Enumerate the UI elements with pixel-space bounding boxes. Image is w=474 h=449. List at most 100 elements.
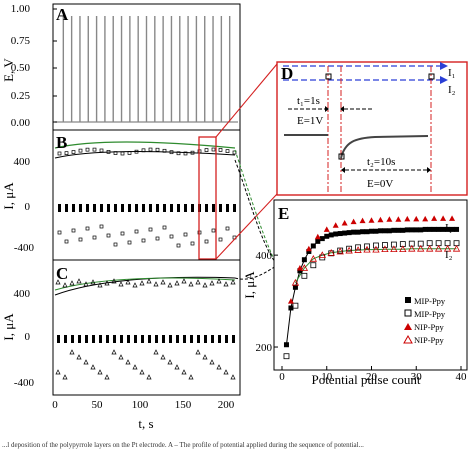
e-point xyxy=(310,262,317,269)
b-marker xyxy=(99,148,104,153)
panel-d-t1-label: t₁=1s xyxy=(297,95,320,107)
x-tick: 200 xyxy=(218,399,235,411)
b-marker xyxy=(204,239,209,244)
c-marker xyxy=(57,335,60,343)
c-marker xyxy=(216,364,222,370)
c-marker xyxy=(132,282,138,288)
e-point xyxy=(409,227,415,233)
e-point xyxy=(386,228,392,234)
b-marker xyxy=(149,204,152,212)
e-point xyxy=(354,246,362,253)
b-marker xyxy=(113,151,118,155)
b-marker xyxy=(162,148,167,153)
e-point xyxy=(399,245,407,253)
c-marker xyxy=(99,335,102,343)
panel-a-letter: A xyxy=(56,5,69,24)
panel-d-frame xyxy=(276,61,468,196)
legend-entry: MIP-Ppy xyxy=(414,296,446,306)
b-marker xyxy=(204,148,209,152)
c-marker xyxy=(209,280,215,286)
e-point xyxy=(364,229,370,235)
b-marker xyxy=(219,204,222,212)
c-marker xyxy=(132,364,138,370)
c-marker xyxy=(218,335,221,343)
panel-a-ytick: 0.25 xyxy=(11,90,31,102)
e-point xyxy=(283,342,289,348)
c-marker xyxy=(83,281,89,287)
b-marker xyxy=(85,147,90,152)
b-marker xyxy=(225,149,230,153)
e-point xyxy=(296,265,303,271)
e-point xyxy=(404,227,410,233)
e-point xyxy=(400,227,406,233)
c-marker xyxy=(230,279,236,285)
b-marker xyxy=(120,231,125,236)
b-marker xyxy=(92,147,97,152)
c-marker xyxy=(64,335,67,343)
c-marker xyxy=(176,335,179,343)
panel-c-ytick: 400 xyxy=(14,288,31,300)
e-point xyxy=(350,218,357,225)
c-marker xyxy=(104,280,110,286)
c-marker xyxy=(202,282,208,288)
panel-b-zoom-box xyxy=(198,136,217,260)
c-marker xyxy=(62,282,68,288)
b-marker xyxy=(148,227,153,232)
c-marker xyxy=(111,278,117,284)
c-marker xyxy=(106,335,109,343)
b-marker xyxy=(155,147,160,152)
e-point xyxy=(323,226,330,232)
c-marker xyxy=(223,369,229,375)
e-point xyxy=(359,217,366,224)
c-marker xyxy=(211,335,214,343)
panel-d-e0-label: E=0V xyxy=(367,178,393,190)
e-point xyxy=(449,226,455,232)
c-marker xyxy=(141,335,144,343)
panel-e-markers xyxy=(283,215,461,360)
e-point xyxy=(319,236,325,242)
b-marker xyxy=(226,204,229,212)
b-marker xyxy=(141,238,146,243)
e-point xyxy=(422,226,428,232)
e-point xyxy=(449,215,456,221)
b-marker xyxy=(225,226,230,231)
c-marker xyxy=(146,374,152,380)
c-marker xyxy=(195,349,201,355)
panel-d-letter: D xyxy=(281,64,293,83)
x-tick: 100 xyxy=(132,399,149,411)
b-marker xyxy=(163,204,166,212)
c-marker xyxy=(139,369,145,375)
e-point xyxy=(386,216,393,222)
legend-entry: NIP-Ppy xyxy=(414,322,445,332)
b-marker xyxy=(176,151,181,156)
panel-a-ytick: 0.50 xyxy=(11,62,31,74)
panel-c-ylabel: I, μA xyxy=(1,313,16,341)
e-point xyxy=(440,226,446,232)
b-marker xyxy=(71,150,76,154)
b-marker xyxy=(218,237,223,242)
e-point xyxy=(355,244,361,251)
e-point xyxy=(426,244,434,252)
e-point xyxy=(364,243,370,250)
x-axis-label: t, s xyxy=(138,416,153,431)
panel-a-ylabel: E, V xyxy=(1,58,16,82)
panel-e-ticks: 0 10 20 30 40 200 400 xyxy=(256,250,468,383)
e-point xyxy=(369,228,374,234)
c-marker xyxy=(148,335,151,343)
e-point xyxy=(287,298,294,304)
e-point xyxy=(381,245,389,253)
c-marker xyxy=(83,359,89,365)
c-marker xyxy=(162,335,165,343)
e-point xyxy=(434,244,443,252)
c-marker xyxy=(160,354,166,360)
b-marker xyxy=(100,204,103,212)
legend-entry: NIP-Ppy xyxy=(414,335,445,345)
panel-a-ytick: 0.00 xyxy=(11,117,31,129)
e-point xyxy=(337,231,343,237)
e-point xyxy=(300,264,309,271)
e-point xyxy=(408,244,416,252)
e-point xyxy=(395,227,401,233)
c-marker xyxy=(71,335,74,343)
e-point xyxy=(390,245,398,253)
